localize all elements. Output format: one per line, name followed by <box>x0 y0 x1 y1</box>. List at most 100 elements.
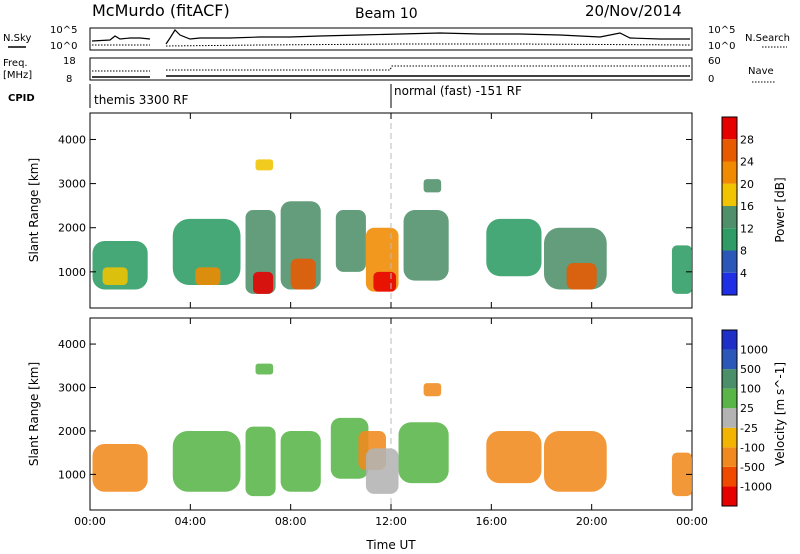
freq-label-line2: [MHz] <box>3 70 32 81</box>
velocity-x-tick-label: 12:00 <box>375 515 407 528</box>
freq-panel <box>89 57 693 81</box>
power-colorbar-frame <box>721 116 738 296</box>
power-echo-region <box>290 258 316 290</box>
power-y-tick-label: 2000 <box>58 222 86 235</box>
velocity-echo-region <box>423 383 442 397</box>
velocity-colorbar-swatch <box>722 427 737 448</box>
velocity-colorbar-swatch <box>722 369 737 389</box>
velocity-colorbar-frame <box>721 329 738 507</box>
power-echo-region <box>253 271 274 294</box>
velocity-echo-region <box>544 430 607 492</box>
power-echo-region <box>423 179 442 193</box>
velocity-colorbar-tick-label: 100 <box>740 383 761 396</box>
velocity-colorbar-tick-label: -1000 <box>740 480 772 493</box>
velocity-y-tick-label: 3000 <box>58 382 86 395</box>
velocity-colorbar: 1000 500 100 25 -25 -100 -500 -1000 Velocity [m… <box>721 329 787 507</box>
power-echo-regions <box>92 159 692 294</box>
velocity-x-tick-label: 04:00 <box>174 515 206 528</box>
velocity-ylabel: Slant Range [km] <box>27 362 41 466</box>
power-colorbar-label: Power [dB] <box>773 177 787 242</box>
velocity-echo-region <box>486 430 542 484</box>
velocity-y-tick-label: 1000 <box>58 468 86 481</box>
velocity-colorbar-tick-label: -500 <box>740 461 765 474</box>
power-echo-region <box>403 210 449 281</box>
power-colorbar-tick-label: 12 <box>740 222 754 235</box>
velocity-echo-region <box>365 448 399 494</box>
freq-tick-low: 8 <box>66 74 72 85</box>
freq-tick-high: 18 <box>63 56 76 67</box>
power-heatmap: 1000 2000 3000 4000 Slant Range [km] <box>27 112 693 309</box>
noise-tick-low-left: 10^0 <box>50 41 77 52</box>
velocity-colorbar-swatch <box>722 486 737 506</box>
velocity-colorbar-swatch <box>722 330 737 350</box>
power-echo-region <box>335 210 366 272</box>
nsearch-trace <box>92 43 691 47</box>
beam-title: Beam 10 <box>355 6 418 22</box>
velocity-echo-region <box>245 426 276 497</box>
velocity-colorbar-swatches <box>721 329 738 507</box>
power-y-tick-label: 4000 <box>58 133 86 146</box>
velocity-colorbar-label: Velocity [m s^-1] <box>773 362 787 466</box>
velocity-echo-region <box>398 422 449 484</box>
noise-tick-high-right: 10^5 <box>708 25 735 36</box>
velocity-colorbar-swatch <box>722 349 737 370</box>
velocity-colorbar-tick-label: 25 <box>740 402 754 415</box>
power-colorbar-tick-label: 16 <box>740 200 754 213</box>
power-colorbar-swatch <box>722 117 737 140</box>
velocity-colorbar-swatch <box>722 466 737 487</box>
station-title: McMurdo (fitACF) <box>92 1 230 20</box>
power-y-ticks: 1000 2000 3000 4000 <box>58 133 692 279</box>
power-colorbar-swatch <box>722 139 737 162</box>
velocity-x-tick-label: 16:00 <box>475 515 507 528</box>
power-colorbar-tick-label: 8 <box>740 245 747 258</box>
velocity-colorbar-tick-label: 500 <box>740 363 761 376</box>
nsky-label: N.Sky <box>3 33 31 44</box>
velocity-echo-region <box>172 430 241 492</box>
velocity-colorbar-swatch <box>722 408 737 428</box>
velocity-echo-region <box>92 443 148 492</box>
power-echo-region <box>102 267 128 286</box>
nave-label: Nave <box>748 66 774 77</box>
freq-trace <box>92 75 690 78</box>
date-title: 20/Nov/2014 <box>585 2 682 20</box>
velocity-colorbar-tick-label: -25 <box>740 422 758 435</box>
power-ylabel: Slant Range [km] <box>27 158 41 262</box>
velocity-colorbar-tick-label: 1000 <box>740 344 768 357</box>
velocity-echo-region <box>671 452 692 497</box>
power-colorbar-tick-label: 20 <box>740 178 754 191</box>
nsearch-label: N.Search <box>745 33 790 44</box>
cpid-label: CPID <box>8 93 35 104</box>
noise-tick-high-left: 10^5 <box>50 25 77 36</box>
velocity-x-tick-label: 20:00 <box>576 515 608 528</box>
velocity-echo-region <box>280 430 321 492</box>
power-colorbar-swatches <box>721 116 738 296</box>
nave-tick-high: 60 <box>708 56 721 67</box>
power-colorbar-ticks: 4 8 12 16 20 24 28 <box>740 133 754 280</box>
power-echo-region <box>255 159 274 171</box>
velocity-colorbar-ticks: 1000 500 100 25 -25 -100 -500 -1000 <box>740 344 772 494</box>
power-colorbar-swatch <box>722 183 737 206</box>
velocity-x-tick-label: 08:00 <box>275 515 307 528</box>
power-colorbar-swatch <box>722 272 737 295</box>
power-x-ticks <box>89 113 693 308</box>
velocity-x-tick-label: 00:00 <box>676 515 708 528</box>
power-echo-region <box>671 245 692 294</box>
nsky-trace <box>91 29 690 45</box>
power-echo-region <box>566 263 597 290</box>
power-colorbar-tick-label: 28 <box>740 133 754 146</box>
power-y-tick-label: 3000 <box>58 178 86 191</box>
velocity-colorbar-swatch <box>722 447 737 467</box>
freq-label-line1: Freq. <box>3 58 28 69</box>
power-colorbar-swatch <box>722 206 737 229</box>
velocity-y-tick-label: 2000 <box>58 425 86 438</box>
velocity-echo-regions <box>92 363 692 497</box>
power-colorbar-swatch <box>722 228 737 251</box>
velocity-x-ticks: 00:00 04:00 08:00 12:00 16:00 20:00 00:00 <box>74 318 708 528</box>
velocity-colorbar-swatch <box>722 388 737 409</box>
velocity-echo-region <box>255 363 274 375</box>
power-colorbar-tick-label: 24 <box>740 156 754 169</box>
cpid-segment-1: themis 3300 RF <box>94 93 188 107</box>
power-colorbar: 4 8 12 16 20 24 28 Power [dB] <box>721 116 787 296</box>
power-echo-region <box>486 218 542 277</box>
